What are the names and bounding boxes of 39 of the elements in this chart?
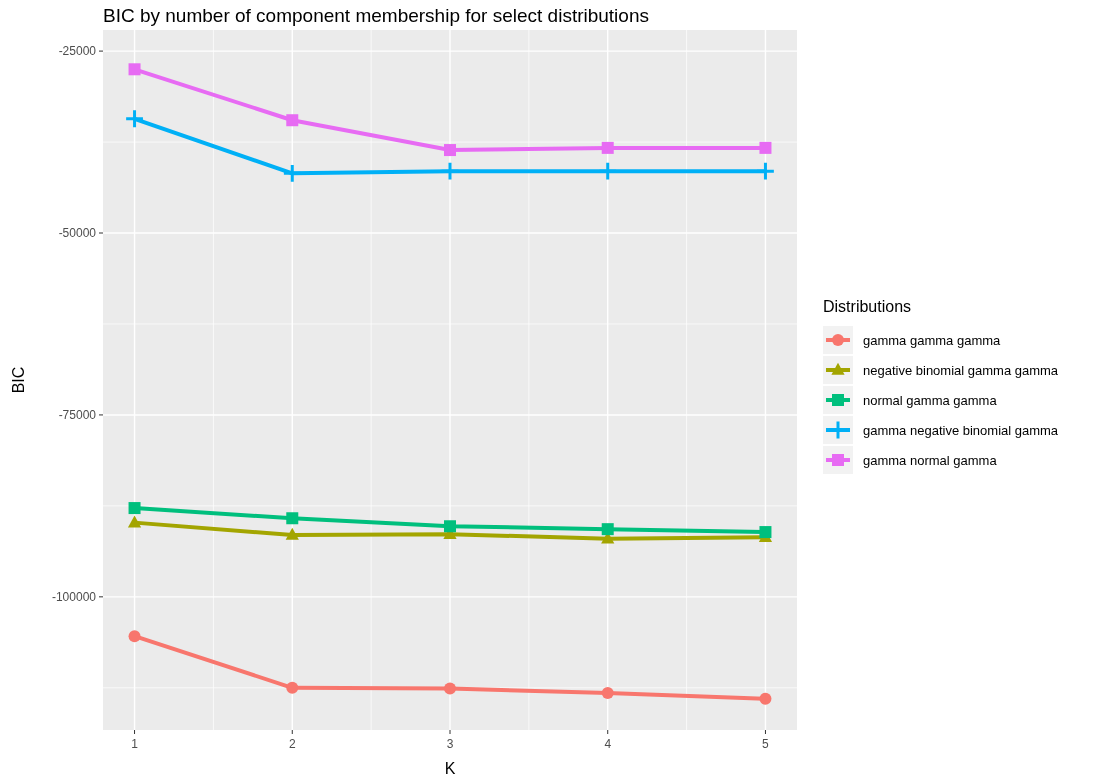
point <box>286 114 299 127</box>
legend-label: normal gamma gamma <box>863 393 998 408</box>
x-tick-label: 3 <box>446 737 454 751</box>
point <box>285 527 299 540</box>
point <box>127 515 142 528</box>
point <box>282 163 303 184</box>
y-tick-label: -50000 <box>58 226 97 241</box>
point <box>601 686 614 699</box>
chart-title: BIC by number of component membership for select distributions <box>103 5 649 26</box>
point <box>128 630 141 643</box>
point <box>759 141 772 154</box>
point <box>128 63 141 76</box>
point <box>440 161 460 182</box>
y-axis-title: BIC <box>10 366 27 394</box>
y-tick-label: -25000 <box>58 44 97 59</box>
legend-label: gamma negative binomial gamma <box>863 423 1059 438</box>
x-tick-label: 1 <box>131 737 139 751</box>
y-tick-label: -75000 <box>58 407 97 422</box>
x-tick-label: 5 <box>762 737 770 751</box>
y-tick-label: -100000 <box>51 589 97 604</box>
legend-label: gamma gamma gamma <box>863 333 1002 348</box>
point <box>286 512 299 525</box>
x-tick-label: 4 <box>604 737 612 751</box>
point <box>601 141 614 154</box>
point <box>755 161 776 182</box>
x-axis-title: K <box>444 760 456 777</box>
legend-label: negative binomial gamma gamma <box>863 363 1059 378</box>
point <box>444 520 456 533</box>
point <box>124 108 145 129</box>
x-tick-label: 2 <box>288 737 296 751</box>
point <box>444 682 456 695</box>
legend-label: gamma normal gamma <box>863 453 998 468</box>
point <box>597 161 618 182</box>
point <box>759 692 772 705</box>
point <box>286 681 299 694</box>
point <box>444 144 456 157</box>
point <box>601 523 614 536</box>
point <box>128 502 141 515</box>
legend-title: Distributions <box>823 298 912 315</box>
